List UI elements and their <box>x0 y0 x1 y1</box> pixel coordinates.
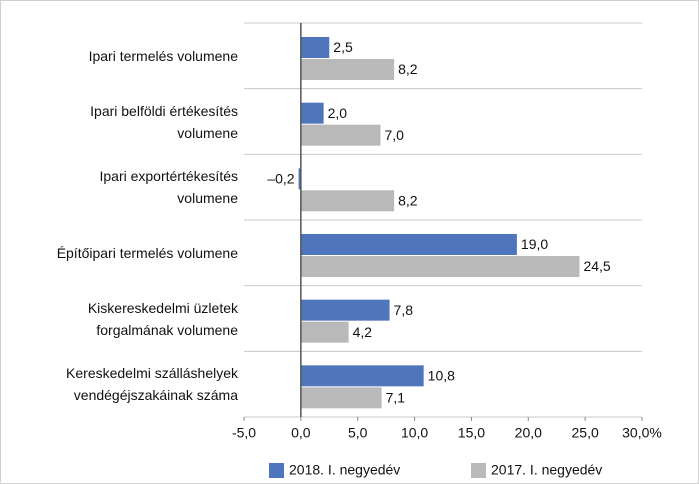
x-tick-label: 15,0 <box>458 425 485 441</box>
category-label: Ipari exportértékesítés volumene <box>99 168 238 207</box>
bar <box>300 387 382 409</box>
category-label: Építőipari termelés volumene <box>56 244 238 261</box>
x-tick-label: 25,0 <box>572 425 599 441</box>
value-label: 4,2 <box>353 324 373 340</box>
bar <box>300 321 349 343</box>
value-label: 24,5 <box>583 258 610 274</box>
bar <box>300 37 330 58</box>
category-label: Ipari belföldi értékesítés volumene <box>90 102 238 141</box>
value-label: 2,5 <box>333 39 353 55</box>
value-label: 7,0 <box>384 127 404 143</box>
legend-swatch <box>471 463 486 478</box>
value-label: –0,2 <box>267 171 294 187</box>
legend-label: 2017. I. negyedév <box>491 462 602 478</box>
bar <box>300 124 381 146</box>
value-label: 10,8 <box>428 368 455 384</box>
legend-label: 2018. I. negyedév <box>289 462 400 478</box>
bar <box>300 365 424 387</box>
value-label: 7,1 <box>386 390 406 406</box>
bar <box>300 299 390 321</box>
value-label: 7,8 <box>394 302 414 318</box>
x-tick-label: -5,0 <box>232 425 256 441</box>
x-tick-label: 0,0 <box>291 425 311 441</box>
x-tick-label: 5,0 <box>348 425 368 441</box>
bar <box>300 190 395 212</box>
bar <box>300 234 517 255</box>
x-tick-label: 20,0 <box>515 425 542 441</box>
x-tick-label: 10,0 <box>401 425 428 441</box>
value-label: 8,2 <box>398 193 418 209</box>
value-label: 19,0 <box>521 236 548 252</box>
category-label: Kereskedelmi szálláshelyek vendégéjszaká… <box>66 365 238 404</box>
x-tick-label: 30,0% <box>622 425 662 441</box>
bar <box>300 256 580 277</box>
bar <box>300 102 324 124</box>
category-label: Kiskereskedelmi üzletek forgalmának volu… <box>87 299 238 338</box>
legend-swatch <box>269 463 284 478</box>
bar <box>300 59 395 80</box>
value-label: 2,0 <box>328 105 348 121</box>
value-label: 8,2 <box>398 61 418 77</box>
bar <box>298 168 301 190</box>
category-label: Ipari termelés volumene <box>88 47 238 64</box>
